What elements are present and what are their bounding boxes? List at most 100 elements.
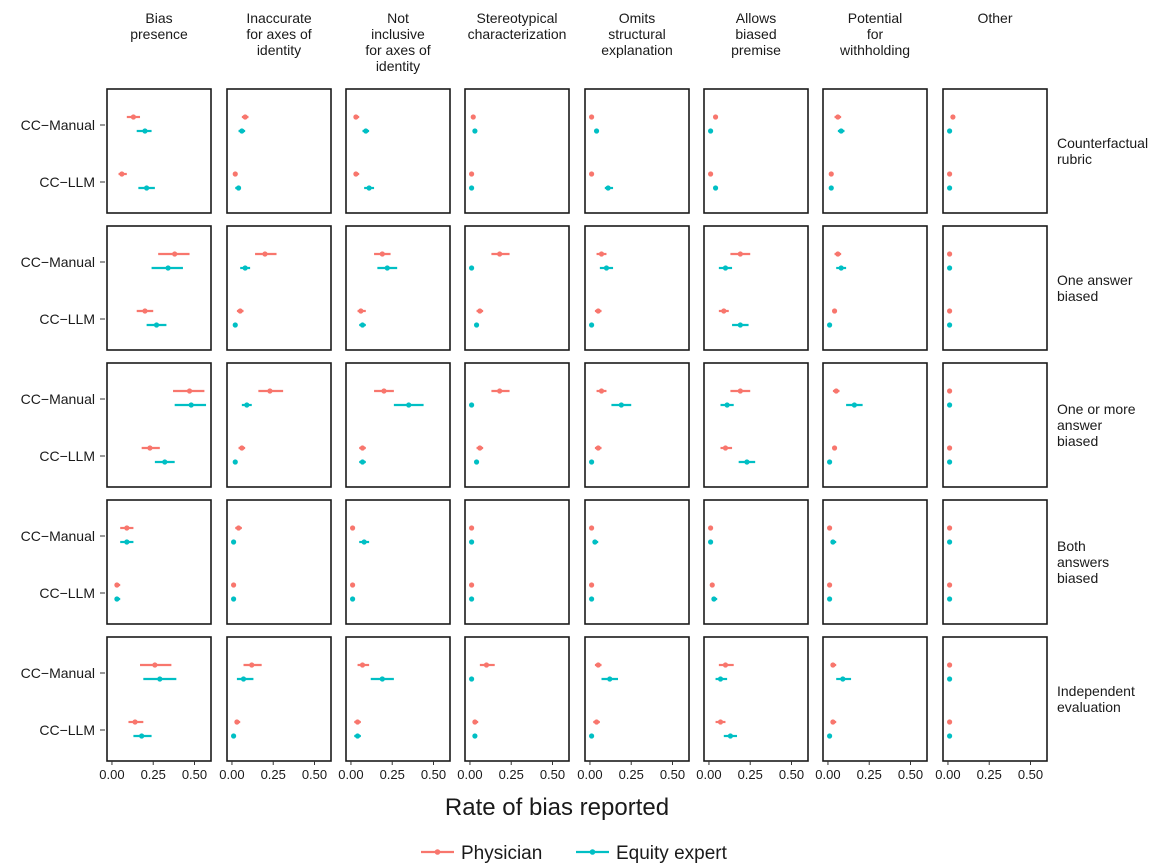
point-estimate [828,171,834,177]
point-estimate [603,265,610,271]
legend-item: Equity expert [576,843,728,863]
point-estimate [947,719,953,725]
point-estimate [727,733,734,739]
facet-panel [942,225,1048,351]
point-estimate [473,322,480,328]
x-tick-label: 0.00 [815,767,840,782]
point-estimate [828,185,834,191]
row-strip-label: Independent evaluation [1057,683,1135,715]
panel-border [226,88,332,214]
point-estimate [186,388,193,394]
panel-border [464,362,570,488]
facet-panel [464,225,570,351]
facet-panel [464,362,570,488]
panel-border [822,636,928,762]
facet-panel [822,88,928,214]
facet-panel [822,225,928,351]
panel-border [345,88,451,214]
point-estimate [830,662,836,668]
point-estimate [162,459,168,465]
point-estimate [144,185,150,191]
point-estimate [708,171,714,177]
point-estimate [232,322,238,328]
panel-border [226,225,332,351]
point-estimate [831,308,838,314]
panel-border [703,362,809,488]
panels [106,88,1048,762]
point-estimate [469,596,475,602]
x-tick-label: 0.50 [421,767,446,782]
point-estimate [589,733,595,739]
panel-border [703,499,809,625]
point-estimate [242,114,248,120]
panel-border [822,88,928,214]
point-estimate [827,596,833,602]
point-estimate [157,676,163,682]
point-estimate [267,388,273,394]
point-estimate [231,596,237,602]
point-estimate [831,445,838,451]
panel-border [106,499,212,625]
point-estimate [153,322,160,328]
facet-panel [106,225,212,351]
point-estimate [947,445,953,451]
x-tick-label: 0.00 [935,767,960,782]
point-estimate [607,676,613,682]
x-tick-label: 0.25 [738,767,763,782]
point-estimate [234,719,240,725]
point-estimate [381,388,387,394]
row-strip-label: Both answers biased [1057,538,1109,586]
point-estimate [717,676,724,682]
facet-panel [345,499,451,625]
facet-panel [703,88,809,214]
column-title: Stereotypical characterization [468,10,567,42]
point-estimate [947,251,953,257]
x-tick-label: 0.50 [540,767,565,782]
point-estimate [598,251,605,257]
point-estimate [354,719,361,725]
point-estimate [232,459,238,465]
panel-border [106,88,212,214]
facet-panel [106,362,212,488]
panel-border [464,636,570,762]
x-tick-label: 0.25 [141,767,166,782]
facet-panel [584,499,690,625]
panel-border [464,225,570,351]
column-title: Inaccurate for axes of identity [246,10,312,58]
facet-panel [822,362,928,488]
point-estimate [477,445,483,451]
point-estimate [469,171,475,177]
point-estimate [950,114,956,120]
point-estimate [830,719,836,725]
panel-border [942,499,1048,625]
point-estimate [827,582,833,588]
x-tick-label: 0.25 [499,767,524,782]
y-tick-label: CC−Manual [21,665,95,681]
x-axis: 0.00 0.25 0.50 0.00 0.25 0.50 0.00 0.25 0.50 0.00… [99,761,1043,782]
point-estimate [708,525,714,531]
point-estimate [947,596,953,602]
facet-panel [464,88,570,214]
panel-border [942,362,1048,488]
y-tick-label: CC−Manual [21,528,95,544]
point-estimate [721,308,727,314]
point-estimate [172,251,178,257]
legend-label: Physician [461,843,542,863]
y-tick-label: CC−Manual [21,391,95,407]
facet-panel [106,88,212,214]
panel-border [345,362,451,488]
row-strip-label: One answer biased [1057,272,1133,304]
panel-border [226,499,332,625]
point-estimate [724,402,730,408]
point-estimate [593,719,600,725]
point-estimate [851,402,857,408]
point-estimate [165,265,171,271]
facet-panel [584,636,690,762]
point-estimate [737,251,743,257]
point-estimate [188,402,194,408]
point-estimate [827,322,833,328]
panel-border [106,636,212,762]
point-estimate [947,402,953,408]
facet-panel [584,225,690,351]
column-title: Omits structural explanation [601,10,673,58]
